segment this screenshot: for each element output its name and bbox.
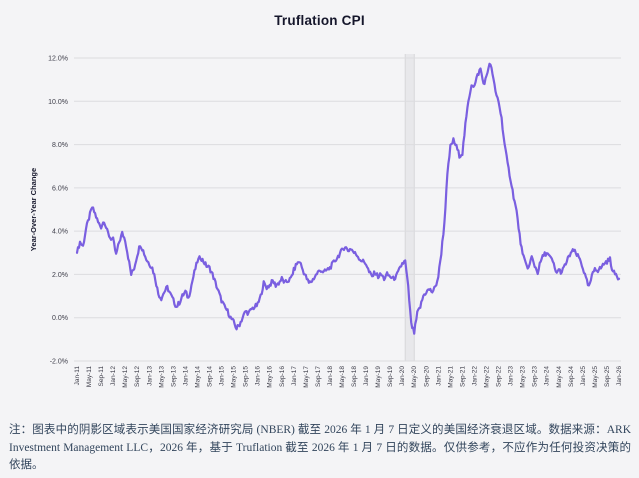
- x-tick-label: Sep-15: [243, 366, 250, 387]
- x-tick-label: Sep-16: [279, 366, 286, 387]
- x-tick-label: Sep-24: [568, 366, 575, 387]
- recession-band: [405, 54, 415, 361]
- x-tick-label: May-17: [303, 366, 310, 388]
- y-axis-title: Year-Over-Year Change: [29, 168, 38, 251]
- x-tick-label: Sep-18: [351, 366, 358, 387]
- x-tick-label: May-22: [484, 366, 491, 388]
- y-tick-label: 2.0%: [52, 272, 68, 279]
- x-tick-label: Jan-26: [616, 366, 623, 386]
- x-tick-label: Sep-19: [387, 366, 394, 387]
- y-tick-label: 4.0%: [52, 229, 68, 236]
- footnote-text: 注：图表中的阴影区域表示美国国家经济研究局 (NBER) 截至 2026 年 1…: [9, 424, 631, 471]
- x-tick-label: May-11: [86, 366, 93, 388]
- x-tick-label: Sep-12: [134, 366, 141, 387]
- x-tick-label: Sep-22: [496, 366, 503, 387]
- x-tick-label: May-12: [122, 366, 129, 388]
- y-tick-label: -2.0%: [50, 359, 68, 366]
- x-tick-label: May-16: [267, 366, 274, 388]
- x-tick-label: Sep-13: [170, 366, 177, 387]
- x-tick-label: Jan-25: [580, 366, 587, 386]
- x-tick-label: May-20: [411, 366, 418, 388]
- x-tick-label: May-21: [447, 366, 454, 388]
- x-tick-label: Jan-13: [146, 366, 153, 386]
- x-tick-label: Sep-23: [532, 366, 539, 387]
- cpi-line: [75, 62, 621, 335]
- x-tick-label: Sep-11: [98, 366, 105, 387]
- x-tick-label: May-23: [520, 366, 527, 388]
- chart-canvas: 12.0% 10.0% 8.0% 6.0% 4.0% 2.0% 0.0% -2.0% Jan-1…: [29, 54, 623, 388]
- x-tick-label: Sep-25: [604, 366, 611, 387]
- x-tick-label: Jan-16: [255, 366, 262, 386]
- x-tick-label: Jan-17: [291, 366, 298, 386]
- x-tick-label: May-15: [231, 366, 238, 388]
- x-tick-label: Jan-22: [471, 366, 478, 386]
- y-tick-label: 6.0%: [52, 185, 68, 192]
- x-tick-label: Jan-19: [363, 366, 370, 386]
- chart-title: Truflation CPI: [274, 13, 365, 28]
- x-tick-label: Sep-21: [459, 366, 466, 387]
- x-tick-label: Jan-15: [219, 366, 226, 386]
- x-tick-label: Sep-20: [423, 366, 430, 387]
- y-tick-label: 12.0%: [48, 56, 68, 63]
- cpi-line-chart: 12.0% 10.0% 8.0% 6.0% 4.0% 2.0% 0.0% -2.0% Jan-1…: [29, 54, 623, 388]
- y-tick-label: 8.0%: [52, 142, 68, 149]
- x-tick-label: Jan-18: [327, 366, 334, 386]
- y-tick-label: 0.0%: [52, 315, 68, 322]
- x-tick-label: Jan-11: [74, 366, 81, 386]
- x-tick-label: Jan-23: [508, 366, 515, 386]
- x-tick-label: Jan-21: [435, 366, 442, 386]
- x-tick-label: May-14: [194, 366, 201, 388]
- x-tick-label: May-19: [375, 366, 382, 388]
- x-tick-label: Jan-20: [399, 366, 406, 386]
- x-tick-label: May-13: [158, 366, 165, 388]
- x-tick-label: Sep-17: [315, 366, 322, 387]
- x-tick-label: May-24: [556, 366, 563, 388]
- x-tick-label: May-25: [592, 366, 599, 388]
- x-tick-label: May-18: [339, 366, 346, 388]
- x-tick-label: Sep-14: [206, 366, 213, 387]
- x-tick-label: Jan-14: [182, 366, 189, 386]
- y-tick-label: 10.0%: [48, 99, 68, 106]
- x-tick-label: Jan-24: [544, 366, 551, 386]
- x-tick-label: Jan-12: [110, 366, 117, 386]
